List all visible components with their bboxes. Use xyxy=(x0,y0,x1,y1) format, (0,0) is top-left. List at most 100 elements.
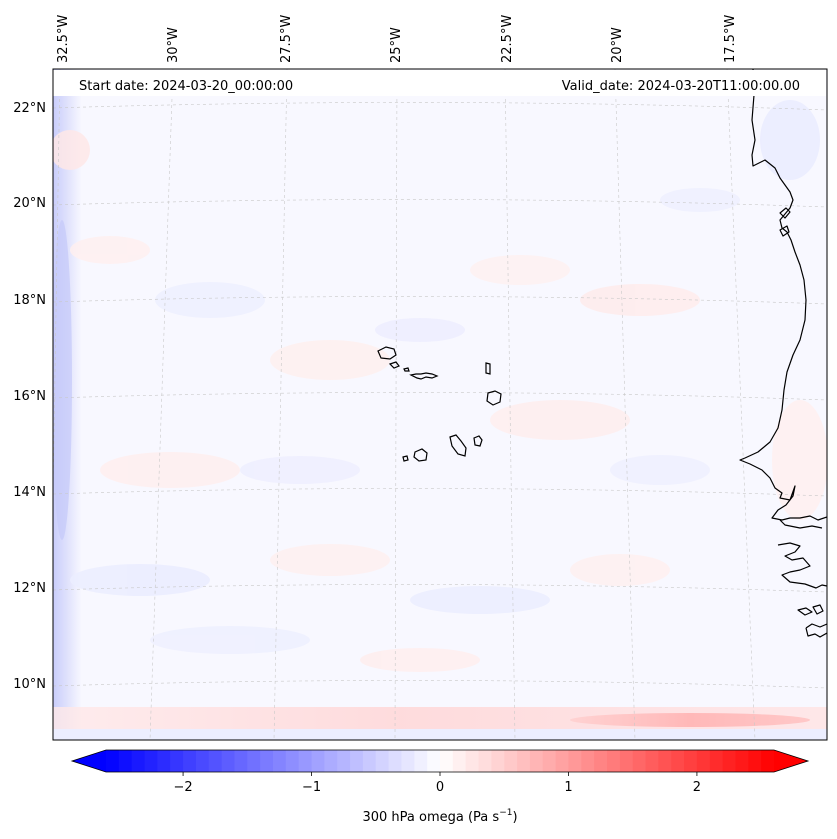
colorbar-segment xyxy=(311,750,325,772)
colorbar-units-exponent: −1 xyxy=(499,808,512,818)
colorbar-segment xyxy=(195,750,210,772)
colorbar-segment xyxy=(709,750,724,772)
weak-patches xyxy=(53,100,827,672)
lat-label-6: 12°N xyxy=(13,581,46,596)
island-sal xyxy=(485,362,491,375)
island-sao-nicolau xyxy=(409,372,439,380)
start-date-label: Start date: 2024-03-20_00:00:00 xyxy=(79,79,293,94)
colorbar-segment xyxy=(170,750,184,772)
lat-label-4: 16°N xyxy=(13,389,46,404)
african-coastline xyxy=(739,69,827,638)
colorbar-segment xyxy=(735,750,749,772)
colorbar-segment xyxy=(144,750,158,772)
colorbar-segment xyxy=(607,750,621,772)
omega-field xyxy=(53,69,827,740)
colorbar-segment xyxy=(465,750,480,772)
island-sao-vicente xyxy=(388,361,400,369)
colorbar-extend-high xyxy=(774,750,808,772)
colorbar-segment xyxy=(183,750,197,772)
left-band-core xyxy=(53,220,72,540)
colorbar-segment xyxy=(452,750,467,772)
bottom-band-core xyxy=(570,713,810,727)
colorbar-tick-label: 2 xyxy=(693,780,701,795)
colorbar-extend-low xyxy=(72,750,106,772)
colorbar-segment xyxy=(555,750,570,772)
island-maio xyxy=(473,435,483,447)
colorbar-units: Pa s xyxy=(473,810,499,825)
colorbar-segment xyxy=(671,750,685,772)
island-boa-vista xyxy=(486,390,502,406)
coast-gambia xyxy=(779,519,823,529)
colorbar-segment xyxy=(517,750,531,772)
colorbar-segment xyxy=(208,750,223,772)
graticule xyxy=(53,69,827,740)
cape-verde-islands xyxy=(377,346,502,462)
colorbar-segment xyxy=(491,750,505,772)
colorbar: −2 −1 0 1 2 300 hPa omega (Pa s−1) xyxy=(70,749,810,825)
lon-label-3: 27.5°W xyxy=(279,15,294,63)
lat-label-3: 18°N xyxy=(13,293,46,308)
colorbar-units-close: ) xyxy=(512,810,517,825)
colorbar-segment xyxy=(106,750,120,772)
colorbar-segment xyxy=(324,750,338,772)
colorbar-segment xyxy=(362,750,377,772)
lon-label-1: 32.5°W xyxy=(56,15,71,63)
colorbar-segment xyxy=(401,750,415,772)
coast-bijagos-2 xyxy=(812,604,824,615)
coast-mauritania-senegal xyxy=(739,69,827,521)
colorbar-segment xyxy=(568,750,582,772)
bottom-edge-blue xyxy=(53,729,827,740)
island-santo-antao xyxy=(377,346,397,360)
colorbar-segment xyxy=(157,750,171,772)
lat-label-7: 10°N xyxy=(13,677,46,692)
colorbar-segment xyxy=(234,750,248,772)
lat-label-2: 20°N xyxy=(13,196,46,211)
colorbar-tick-label: 0 xyxy=(436,780,444,795)
colorbar-segment xyxy=(260,750,274,772)
lon-label-2: 30°W xyxy=(166,27,181,63)
colorbar-units-open: ( xyxy=(468,810,473,825)
colorbar-segment xyxy=(388,750,403,772)
colorbar-segment xyxy=(581,750,595,772)
colorbar-segment xyxy=(285,750,300,772)
colorbar-segment xyxy=(440,750,454,772)
lon-label-7: 17.5°W xyxy=(723,15,738,63)
colorbar-segment xyxy=(131,750,146,772)
colorbar-segment xyxy=(414,750,428,772)
colorbar-segment xyxy=(619,750,634,772)
colorbar-segment xyxy=(427,750,441,772)
map-background xyxy=(53,69,827,740)
colorbar-segment xyxy=(529,750,544,772)
colorbar-ticks: −2 −1 0 1 2 xyxy=(173,772,701,795)
colorbar-segment xyxy=(696,750,711,772)
colorbar-segment xyxy=(118,750,133,772)
colorbar-segment xyxy=(298,750,313,772)
lon-label-5: 22.5°W xyxy=(500,15,515,63)
coast-bijagos xyxy=(797,607,813,616)
coast-guinea-bissau xyxy=(777,542,827,589)
colorbar-segment xyxy=(504,750,518,772)
colorbar-segment xyxy=(632,750,647,772)
coast-north-islands xyxy=(779,207,791,219)
valid-date-label: Valid_date: 2024-03-20T11:00:00.00 xyxy=(562,79,800,94)
colorbar-segment xyxy=(748,750,762,772)
colorbar-segment xyxy=(658,750,672,772)
colorbar-segment xyxy=(478,750,492,772)
colorbar-segments xyxy=(106,750,775,772)
colorbar-segment xyxy=(542,750,557,772)
latitude-labels: 22°N 20°N 18°N 16°N 14°N 12°N 10°N xyxy=(13,101,46,692)
island-santa-luzia xyxy=(403,367,410,372)
island-fogo xyxy=(413,448,428,462)
lat-label-5: 14°N xyxy=(13,485,46,500)
colorbar-segment xyxy=(221,750,236,772)
colorbar-variable: 300 hPa omega xyxy=(362,810,463,825)
island-santiago xyxy=(449,434,467,457)
lon-label-4: 25°W xyxy=(389,27,404,63)
lon-label-6: 20°W xyxy=(610,27,625,63)
colorbar-segment xyxy=(645,750,659,772)
map-frame xyxy=(52,68,828,741)
colorbar-segment xyxy=(684,750,698,772)
colorbar-segment xyxy=(337,750,351,772)
colorbar-tick-label: −2 xyxy=(173,780,192,795)
